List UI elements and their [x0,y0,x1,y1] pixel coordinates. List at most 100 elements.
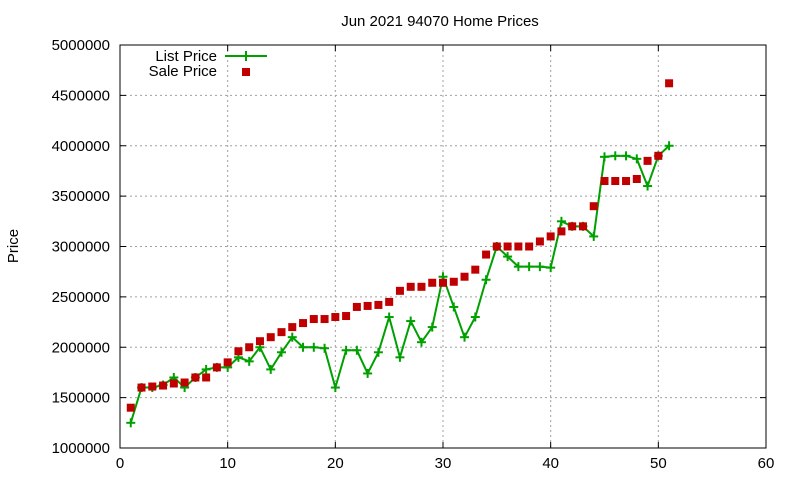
sale-price-point [212,363,221,372]
y-tick-label: 1500000 [52,390,110,407]
list-price-point [503,252,513,262]
y-tick-label: 3500000 [52,188,110,205]
sale-price-point [169,379,178,388]
sale-price-point [557,227,566,236]
sale-price-point [471,265,480,274]
x-tick-label: 20 [327,455,344,472]
sale-price-point [320,315,329,324]
y-tick-label: 1000000 [52,440,110,457]
sale-price-point [159,381,168,390]
sale-price-point [600,177,609,186]
list-price-point [363,368,373,378]
sale-price-point [632,174,641,183]
list-price-point [449,302,459,312]
sale-price-point [395,286,404,295]
sale-price-point [417,282,426,291]
sale-price-point [611,177,620,186]
y-tick-label: 4500000 [52,87,110,104]
list-price-point [556,216,566,226]
sale-price-point [449,277,458,286]
list-price-point [201,364,211,374]
list-price-point [298,342,308,352]
sale-price-point [460,272,469,281]
list-price-point [621,151,631,161]
sale-price-point [622,177,631,186]
list-price-point [600,152,609,162]
sale-price-point [525,242,534,251]
sale-price-point [568,222,577,231]
legend-label-list-price: List Price [155,48,217,65]
list-price-point [481,275,491,285]
plot-frame [119,44,767,449]
sale-price-point [514,242,523,251]
sale-price-point [503,242,512,251]
x-tick-label: 60 [758,455,775,472]
sale-price-point [546,232,555,241]
series-list-price [126,141,674,428]
chart-title: Jun 2021 94070 Home Prices [341,13,539,30]
sale-price-point [406,282,415,291]
x-tick-label: 50 [650,455,667,472]
sale-price-point [535,237,544,246]
sale-price-point [385,297,394,306]
sale-price-point [374,300,383,309]
sale-price-point [331,313,340,322]
list-price-point [643,181,653,191]
list-price-point [513,262,523,272]
list-price-point [126,418,136,428]
x-tick-label: 40 [542,455,559,472]
sale-price-point [654,151,663,160]
axis-tick-labels: 0 10 20 30 40 50 60 1000000 1500000 2000000 250000… [52,37,775,472]
sale-price-point [202,373,211,382]
sale-price-point [148,382,157,391]
list-price-point [427,322,437,332]
grid-lines [120,45,766,448]
y-tick-label: 2000000 [52,339,110,356]
sale-price-point [223,358,232,367]
sale-price-point [309,315,318,324]
list-price-point [384,312,394,322]
list-price-point [460,332,470,342]
list-price-point [470,312,480,322]
sale-price-point [578,222,587,231]
sale-price-point [363,301,372,310]
list-price-point [395,352,405,362]
sale-price-point [245,343,254,352]
list-price-point [664,141,674,151]
list-price-point [266,364,276,374]
sale-price-point [299,319,308,328]
legend-label-sale-price: Sale Price [149,63,217,80]
sale-price-point [180,378,189,387]
list-price-point [352,345,362,355]
sale-price-point [255,337,264,346]
sale-price-point [266,333,275,342]
sale-price-point [126,403,135,412]
x-tick-label: 0 [116,455,124,472]
list-price-point [309,342,319,352]
list-price-point [373,347,383,357]
sale-price-point [482,250,491,259]
y-tick-label: 2500000 [52,289,110,306]
list-price-point [416,337,426,347]
list-price-point [244,356,254,366]
sale-price-point [234,347,243,356]
sale-price-point [191,373,200,382]
list-price-point [330,383,340,393]
list-price-point [277,347,286,357]
sale-price-point [665,79,674,88]
x-tick-label: 10 [219,455,236,472]
list-price-point [406,316,416,326]
list-price-point [535,262,545,272]
list-price-point [320,343,330,353]
list-price-point [341,345,351,355]
y-axis-label: Price [5,229,22,263]
legend-marker-sale-price [242,68,250,76]
list-price-point [632,154,642,164]
sale-price-point [439,278,447,287]
y-tick-label: 3000000 [52,239,110,256]
legend: List Price Sale Price [149,48,267,80]
legend-marker-list-price [241,51,251,61]
sale-price-point [137,383,146,392]
sale-price-point [428,278,437,287]
